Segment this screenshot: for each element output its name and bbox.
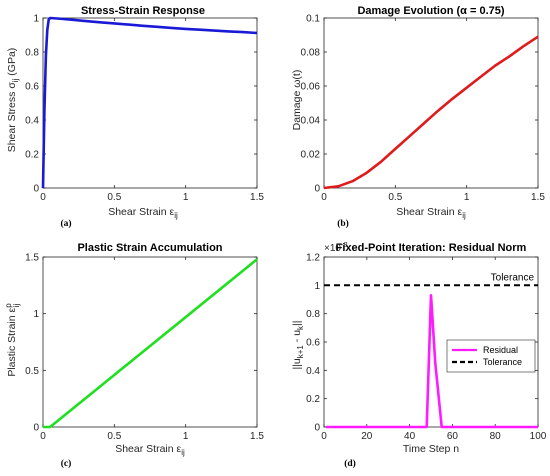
- tolerance-annotation: Tolerance: [491, 272, 535, 283]
- x-tick-label: 20: [361, 431, 373, 442]
- legend-label: Residual: [483, 345, 518, 355]
- y-axis-label: ||uk+1 - uk||: [291, 320, 305, 369]
- y-tick-label: 0.6: [25, 82, 39, 93]
- series-line: [43, 258, 258, 429]
- y-tick-label: 0.2: [25, 150, 39, 161]
- x-tick-label: 1: [183, 192, 189, 203]
- x-tick-label: 1: [464, 192, 470, 203]
- y-tick-label: 0.4: [306, 366, 320, 377]
- axes-box: [42, 256, 258, 428]
- x-tick-label: 40: [404, 431, 416, 442]
- x-tick-label: 1.5: [250, 192, 264, 203]
- x-axis-label: Shear Strain εij: [108, 206, 178, 220]
- chart-title: Stress-Strain Response: [81, 5, 205, 17]
- y-tick-label: 1: [33, 309, 39, 320]
- x-axis-label: Shear Strain εij: [396, 206, 466, 220]
- y-tick-label: 0: [314, 184, 320, 195]
- chart-title: Fixed-Point Iteration: Residual Norm: [336, 242, 527, 254]
- x-tick-label: 0: [40, 431, 46, 442]
- y-tick-label: 0.4: [25, 116, 39, 127]
- y-tick-label: 0.8: [25, 48, 39, 59]
- y-tick-label: 0.2: [306, 394, 320, 405]
- chart-title: Damage Evolution (α = 0.75): [357, 5, 504, 17]
- series-line: [323, 35, 539, 190]
- y-tick-label: 0.8: [306, 309, 320, 320]
- x-tick-label: 0: [321, 192, 327, 203]
- legend-box: [446, 339, 536, 373]
- y-tick-label: 0: [314, 423, 320, 434]
- x-tick-label: 1.5: [531, 192, 545, 203]
- axes-box: [42, 17, 258, 189]
- x-tick-label: 0.5: [388, 192, 402, 203]
- y-tick-label: 0.02: [301, 150, 321, 161]
- legend: Residual Tolerance: [446, 339, 536, 373]
- x-tick-label: 0.5: [107, 431, 121, 442]
- panel-damage-evolution: Damage Evolution (α = 0.75) Shear Strain…: [291, 5, 545, 229]
- y-tick-label: 0.1: [306, 14, 320, 25]
- y-tick-label: 1.5: [25, 253, 39, 264]
- x-tick-label: 100: [530, 431, 547, 442]
- panel-plastic-strain: Plastic Strain Accumulation Shear Strain…: [4, 242, 264, 469]
- chart-title: Plastic Strain Accumulation: [77, 242, 222, 254]
- panel-label: (b): [337, 218, 349, 229]
- y-tick-label: 0.6: [306, 338, 320, 349]
- y-tick-label: 0: [33, 423, 39, 434]
- y-exponent: ×10-8: [324, 240, 348, 254]
- x-axis-label: Shear Strain εij: [115, 443, 185, 457]
- panel-label: (d): [344, 458, 356, 469]
- y-axis-label: Damage ω(t): [291, 70, 303, 131]
- panel-label: (a): [60, 218, 71, 229]
- panel-label: (c): [61, 458, 72, 469]
- x-axis-label: Time Step n: [403, 443, 459, 455]
- y-tick-label: 1: [33, 14, 39, 25]
- x-tick-label: 0: [321, 431, 327, 442]
- legend-label: Tolerance: [483, 357, 522, 367]
- y-axis-label: Plastic Strain εpij: [4, 303, 21, 377]
- y-tick-label: 0.04: [301, 116, 321, 127]
- x-tick-label: 60: [447, 431, 459, 442]
- y-tick-label: 1.2: [306, 253, 320, 264]
- panel-residual-norm: Fixed-Point Iteration: Residual Norm Tim…: [291, 240, 547, 469]
- y-tick-label: 0.08: [301, 48, 321, 59]
- panel-stress-strain: Stress-Strain Response Shear Strain εij …: [6, 5, 264, 229]
- series-line-residual: [326, 293, 538, 429]
- y-axis-label: Shear Stress σij (GPa): [6, 48, 20, 153]
- x-tick-label: 0: [40, 192, 46, 203]
- y-tick-label: 0.5: [25, 366, 39, 377]
- y-tick-label: 0: [33, 184, 39, 195]
- x-tick-label: 80: [490, 431, 502, 442]
- x-tick-label: 1: [183, 431, 189, 442]
- x-tick-label: 1.5: [250, 431, 264, 442]
- y-tick-label: 1: [314, 281, 320, 292]
- series-line: [41, 16, 258, 189]
- x-tick-label: 0.5: [107, 192, 121, 203]
- y-tick-label: 0.06: [301, 82, 321, 93]
- axes-box: [323, 17, 539, 189]
